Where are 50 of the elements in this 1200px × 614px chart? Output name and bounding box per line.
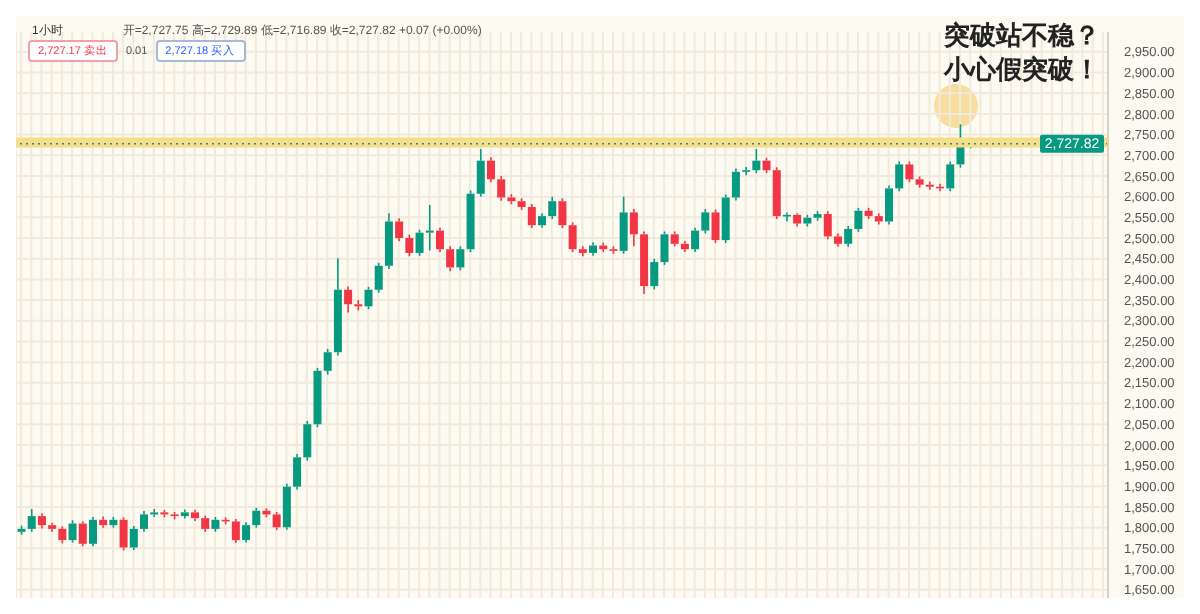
candlestick xyxy=(180,508,189,520)
candlestick xyxy=(731,167,740,202)
candlestick xyxy=(191,509,200,522)
candlestick xyxy=(231,518,240,544)
candlestick xyxy=(99,515,108,529)
candlestick xyxy=(476,148,485,198)
candlestick xyxy=(333,257,342,357)
candlestick xyxy=(680,240,689,253)
candlestick xyxy=(548,195,557,220)
candlestick xyxy=(629,208,638,248)
candlestick xyxy=(293,453,302,491)
candlestick xyxy=(395,217,404,243)
candlestick xyxy=(150,508,159,518)
candlestick xyxy=(252,507,261,529)
candlestick xyxy=(640,230,649,295)
candlestick xyxy=(303,420,312,462)
candlestick xyxy=(578,245,587,258)
candlestick xyxy=(823,210,832,241)
candlestick xyxy=(772,166,781,220)
annotation: 突破站不稳？ xyxy=(944,20,1100,54)
candlestick xyxy=(78,520,87,548)
candlestick xyxy=(242,521,251,544)
candlestick xyxy=(344,285,353,314)
candlestick xyxy=(140,510,148,533)
candlestick xyxy=(527,203,536,229)
candlestick xyxy=(874,212,883,226)
candlestick xyxy=(925,180,934,191)
candlestick xyxy=(384,212,393,270)
annotation: 小心假突破！ xyxy=(944,54,1100,88)
candlestick xyxy=(282,483,291,531)
candlestick xyxy=(538,212,547,229)
candlestick xyxy=(589,241,598,257)
candlestick xyxy=(833,232,842,248)
candlestick xyxy=(27,508,36,533)
candlestick xyxy=(691,226,700,253)
candlestick xyxy=(885,184,894,226)
candlestick xyxy=(425,204,434,252)
candlestick xyxy=(486,156,495,183)
candlestick xyxy=(742,166,751,176)
candlestick xyxy=(650,257,659,291)
candlestick xyxy=(88,516,97,548)
candlestick xyxy=(497,175,506,202)
candlestick xyxy=(201,514,210,533)
candlestick xyxy=(446,245,455,272)
candlestick xyxy=(37,512,46,530)
candlestick xyxy=(844,225,853,248)
candlestick xyxy=(435,226,444,253)
candlestick xyxy=(374,262,383,294)
candlestick xyxy=(129,525,138,551)
candlestick xyxy=(48,521,57,533)
